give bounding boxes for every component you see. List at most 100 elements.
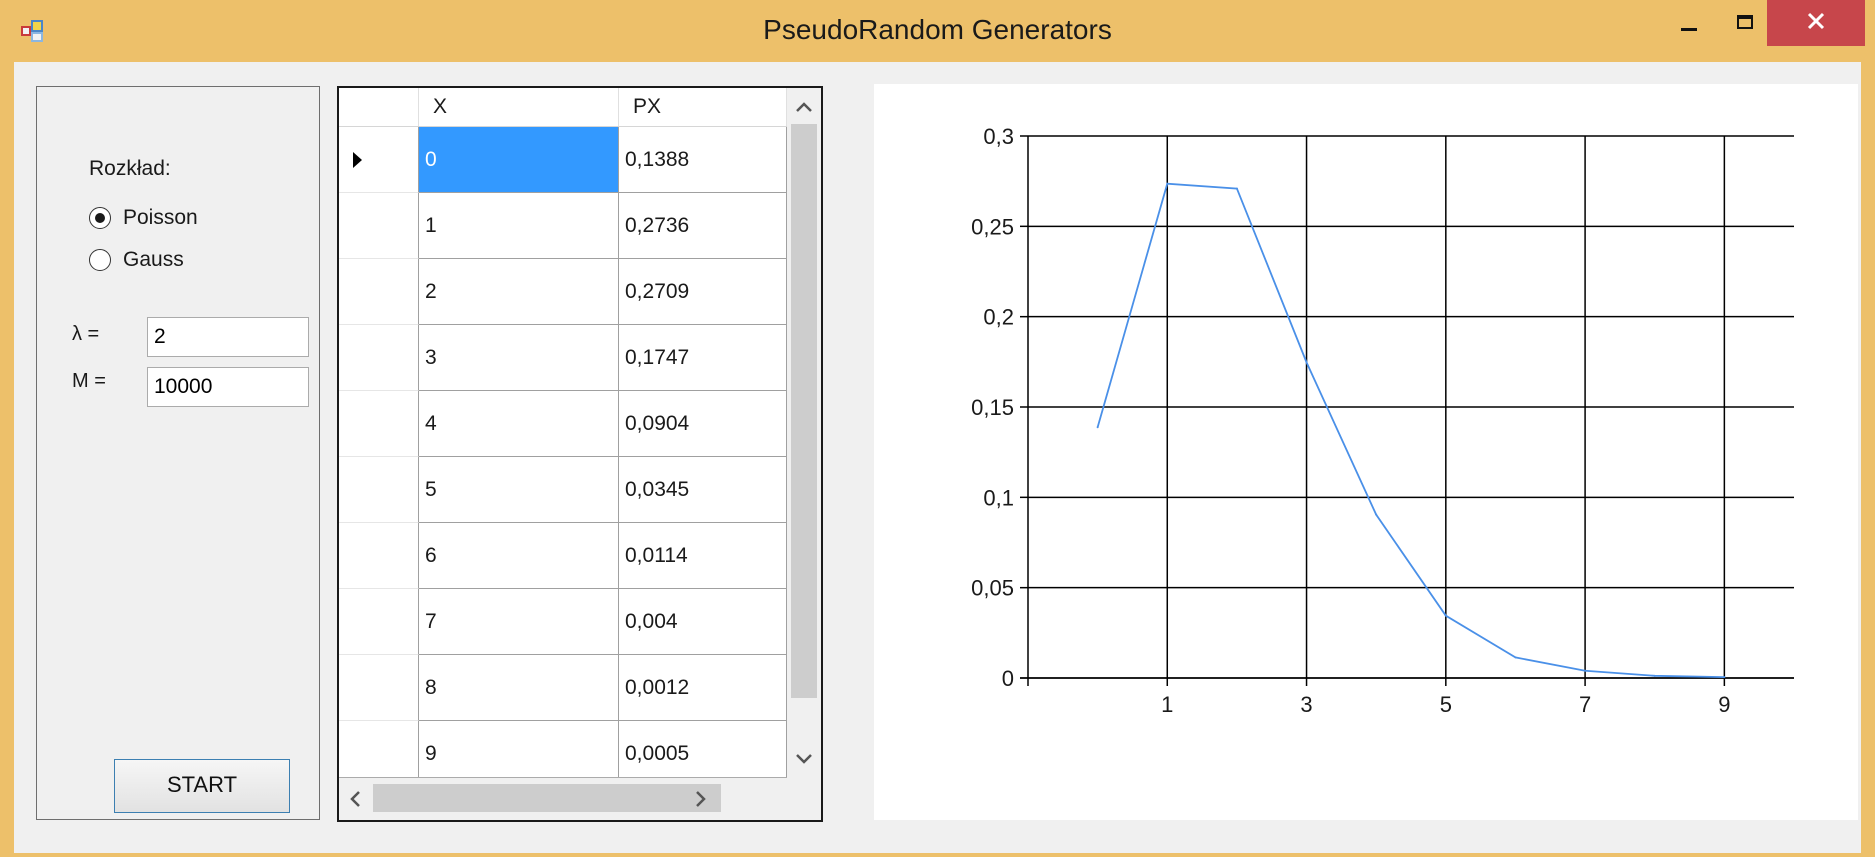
cell-x[interactable]: 6 [419,523,619,589]
row-header[interactable] [339,721,419,777]
series-line [1096,182,1725,678]
minimize-icon [1681,28,1697,31]
cell-x[interactable]: 3 [419,325,619,391]
start-button[interactable]: START [114,759,290,813]
cell-px[interactable]: 0,004 [619,589,787,655]
table-row[interactable]: 5 0,0345 [339,457,787,523]
grid-body: 0 0,1388 1 0,2736 2 0,2709 3 0,1747 4 0,0904 5 0,03… [339,127,787,777]
y-tick-label: 0,2 [983,305,1014,330]
cell-px[interactable]: 0,0345 [619,457,787,523]
table-row[interactable]: 3 0,1747 [339,325,787,391]
gauss-radio-label[interactable]: Gauss [123,248,184,271]
horizontal-scrollbar[interactable] [339,778,821,820]
data-grid[interactable]: X PX 0 0,1388 1 0,2736 2 0,2709 3 0,1747 4 0,0904… [337,86,823,822]
scroll-down-arrow-icon[interactable] [789,744,819,774]
lambda-label: λ = [72,323,100,345]
table-row[interactable]: 7 0,004 [339,589,787,655]
m-label: M = [72,370,106,392]
cell-px[interactable]: 0,0114 [619,523,787,589]
x-tick-label: 5 [1440,692,1452,717]
table-row[interactable]: 4 0,0904 [339,391,787,457]
lambda-input[interactable] [147,317,309,357]
column-header-px[interactable]: PX [619,88,787,126]
table-row[interactable]: 6 0,0114 [339,523,787,589]
table-row[interactable]: 9 0,0005 [339,721,787,777]
table-row[interactable]: 2 0,2709 [339,259,787,325]
row-header[interactable] [339,259,419,325]
row-header[interactable] [339,589,419,655]
x-tick-label: 7 [1579,692,1591,717]
vertical-scroll-thumb[interactable] [791,124,817,698]
table-row[interactable]: 8 0,0012 [339,655,787,721]
cell-x[interactable]: 8 [419,655,619,721]
cell-x[interactable]: 2 [419,259,619,325]
scroll-right-arrow-icon[interactable] [685,784,715,814]
app-icon[interactable] [20,18,46,44]
cell-px[interactable]: 0,0012 [619,655,787,721]
y-tick-label: 0,25 [971,214,1014,239]
row-header[interactable] [339,127,419,193]
data-point [1514,656,1517,659]
chart-area: 0 0,05 0,1 0,15 0,2 0,25 0,3 1 3 5 7 9 [874,84,1858,820]
y-tick-label: 0 [1002,666,1014,691]
row-header[interactable] [339,457,419,523]
data-point [1723,676,1726,679]
cell-x[interactable]: 5 [419,457,619,523]
y-tick-label: 0,05 [971,576,1014,601]
data-point [1235,187,1238,190]
vertical-scrollbar[interactable] [787,88,821,778]
poisson-radio[interactable]: Poisson [89,205,289,235]
cell-x[interactable]: 0 [419,127,619,193]
gauss-radio-circle[interactable] [89,249,111,271]
scroll-left-arrow-icon[interactable] [341,784,371,814]
scroll-up-arrow-icon[interactable] [789,92,819,122]
cell-px[interactable]: 0,2736 [619,193,787,259]
client-area: Rozkład: Poisson Gauss λ = M = START X [14,62,1861,853]
cell-px[interactable]: 0,0005 [619,721,787,777]
close-button[interactable] [1767,0,1865,46]
close-icon [1807,12,1825,30]
row-header[interactable] [339,391,419,457]
distribution-label: Rozkład: [89,157,171,180]
cell-px[interactable]: 0,0904 [619,391,787,457]
row-header[interactable] [339,325,419,391]
row-header[interactable] [339,193,419,259]
cell-x[interactable]: 7 [419,589,619,655]
table-row[interactable]: 1 0,2736 [339,193,787,259]
maximize-button[interactable] [1716,4,1772,44]
table-row[interactable]: 0 0,1388 [339,127,787,193]
horizontal-scroll-thumb[interactable] [373,784,721,812]
poisson-radio-circle[interactable] [89,207,111,229]
cell-px[interactable]: 0,2709 [619,259,787,325]
minimize-button[interactable] [1660,4,1716,44]
title-bar[interactable]: PseudoRandom Generators [0,0,1875,62]
data-point [1653,674,1656,677]
y-tick-label: 0,15 [971,395,1014,420]
row-header[interactable] [339,655,419,721]
data-point [1096,426,1099,429]
cell-x[interactable]: 4 [419,391,619,457]
grid-corner-header[interactable] [339,88,419,126]
y-tick-label: 0,1 [983,485,1014,510]
options-panel: Rozkład: Poisson Gauss λ = M = START [36,86,320,820]
grid-header: X PX [339,88,787,127]
column-header-x[interactable]: X [419,88,619,126]
x-tick-label: 9 [1718,692,1730,717]
m-input[interactable] [147,367,309,407]
current-row-pointer-icon [353,152,362,168]
cell-px[interactable]: 0,1747 [619,325,787,391]
poisson-radio-label[interactable]: Poisson [123,206,198,229]
x-tick-label: 1 [1161,692,1173,717]
data-point [1444,614,1447,617]
line-chart: 0 0,05 0,1 0,15 0,2 0,25 0,3 1 3 5 7 9 [971,124,1794,717]
row-header[interactable] [339,523,419,589]
data-point [1166,182,1169,185]
cell-x[interactable]: 9 [419,721,619,777]
cell-px[interactable]: 0,1388 [619,127,787,193]
data-point [1305,361,1308,364]
cell-x[interactable]: 1 [419,193,619,259]
window-title: PseudoRandom Generators [763,14,1112,45]
gauss-radio[interactable]: Gauss [89,247,289,277]
y-tick-label: 0,3 [983,124,1014,149]
